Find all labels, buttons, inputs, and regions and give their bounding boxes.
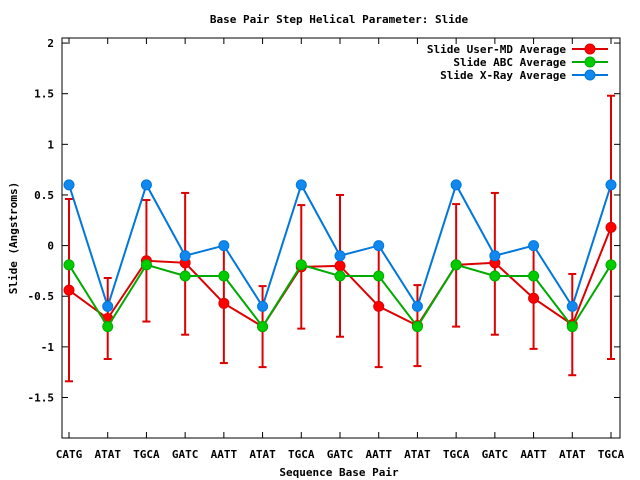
data-point — [528, 292, 540, 304]
data-point — [63, 259, 75, 271]
data-point — [528, 240, 540, 252]
data-point — [334, 260, 346, 272]
x-tick-label: TGCA — [288, 448, 315, 461]
x-tick-label: TGCA — [443, 448, 470, 461]
data-point — [218, 240, 230, 252]
y-axis-label: Slide (Angstroms) — [7, 182, 20, 295]
data-point — [140, 179, 152, 191]
data-point — [605, 259, 617, 271]
x-tick-label: AATT — [520, 448, 547, 461]
data-point — [257, 300, 269, 312]
x-tick-label: GATC — [482, 448, 509, 461]
legend-label: Slide X-Ray Average — [440, 69, 566, 82]
x-tick-label: ATAT — [404, 448, 431, 461]
data-point — [334, 270, 346, 282]
series-2 — [63, 259, 617, 333]
data-point — [102, 321, 114, 333]
x-axis: CATG ATAT TGCA GATC AATT ATAT TGCA GATC AATT ATAT… — [56, 38, 625, 461]
data-point — [489, 250, 501, 262]
data-point — [605, 221, 617, 233]
data-point — [373, 300, 385, 312]
x-tick-label: TGCA — [598, 448, 625, 461]
y-axis: 2 1.5 1 0.5 0 -0.5 -1 -1.5 — [28, 37, 620, 404]
legend-label: Slide ABC Average — [453, 56, 566, 69]
data-point — [179, 270, 191, 282]
x-tick-label: ATAT — [559, 448, 586, 461]
x-tick-label: ATAT — [94, 448, 121, 461]
legend-marker — [584, 56, 596, 68]
data-point — [373, 270, 385, 282]
data-point — [218, 270, 230, 282]
x-tick-label: GATC — [327, 448, 354, 461]
data-point — [140, 259, 152, 271]
legend-marker — [584, 69, 596, 81]
data-point — [218, 297, 230, 309]
data-point — [450, 179, 462, 191]
x-tick-label: ATAT — [249, 448, 276, 461]
data-point — [63, 179, 75, 191]
data-point — [179, 250, 191, 262]
data-point — [63, 284, 75, 296]
x-tick-label: CATG — [56, 448, 83, 461]
x-tick-label: AATT — [211, 448, 238, 461]
data-point — [411, 300, 423, 312]
data-point — [102, 300, 114, 312]
data-point — [257, 321, 269, 333]
data-point — [489, 270, 501, 282]
data-point — [566, 321, 578, 333]
data-point — [605, 179, 617, 191]
legend-label: Slide User-MD Average — [427, 43, 566, 56]
series-layer — [63, 94, 617, 383]
x-tick-label: GATC — [172, 448, 199, 461]
y-tick-label: 1 — [47, 138, 54, 151]
legend-marker — [584, 43, 596, 55]
x-tick-label: TGCA — [133, 448, 160, 461]
data-point — [411, 321, 423, 333]
x-axis-label: Sequence Base Pair — [279, 466, 399, 479]
data-point — [295, 179, 307, 191]
y-tick-label: -1.5 — [28, 391, 55, 404]
series-3 — [63, 179, 617, 312]
data-point — [373, 240, 385, 252]
data-point — [528, 270, 540, 282]
data-point — [450, 259, 462, 271]
data-point — [334, 250, 346, 262]
data-point — [566, 300, 578, 312]
y-tick-label: 1.5 — [34, 88, 54, 101]
series-1 — [63, 94, 617, 383]
plot-frame — [61, 37, 621, 439]
y-tick-label: -0.5 — [28, 290, 55, 303]
y-tick-label: 2 — [47, 37, 54, 50]
x-tick-label: AATT — [365, 448, 392, 461]
y-tick-label: -1 — [41, 341, 55, 354]
chart-title: Base Pair Step Helical Parameter: Slide — [210, 13, 469, 26]
y-tick-label: 0.5 — [34, 189, 54, 202]
y-tick-label: 0 — [47, 240, 54, 253]
data-point — [295, 259, 307, 271]
